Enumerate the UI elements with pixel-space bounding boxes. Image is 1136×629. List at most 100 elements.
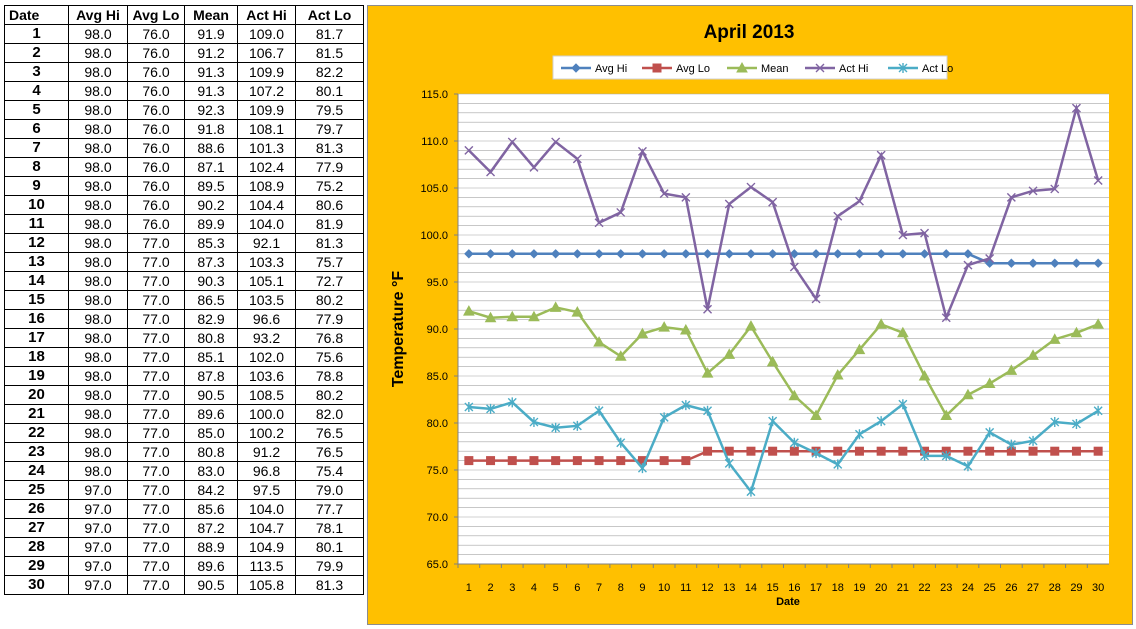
data-point-act-lo	[833, 459, 843, 470]
cell-avg-lo: 77.0	[127, 385, 185, 405]
cell-act-lo: 80.2	[295, 385, 364, 405]
cell-avg-hi: 97.0	[68, 518, 128, 538]
table-row: 18 98.0 77.0 85.1 102.0 75.6	[4, 347, 364, 367]
table-row: 13 98.0 77.0 87.3 103.3 75.7	[4, 252, 364, 272]
x-tick-label: 26	[1005, 582, 1017, 594]
table-row: 12 98.0 77.0 85.3 92.1 81.3	[4, 233, 364, 253]
legend-marker-act-lo	[898, 63, 908, 73]
data-point-avg-hi	[702, 249, 713, 259]
header-avg-lo: Avg Lo	[127, 5, 185, 25]
cell-act-hi: 108.5	[237, 385, 296, 405]
data-point-act-hi	[963, 260, 973, 270]
cell-avg-hi: 98.0	[68, 195, 128, 215]
data-point-act-lo	[1050, 417, 1060, 428]
data-point-avg-lo	[681, 456, 691, 466]
table-row: 21 98.0 77.0 89.6 100.0 82.0	[4, 404, 364, 424]
data-point-mean	[1027, 349, 1039, 360]
data-point-avg-hi	[724, 249, 734, 259]
cell-act-lo: 77.9	[295, 157, 364, 177]
cell-act-lo: 78.8	[295, 366, 364, 386]
cell-mean: 89.5	[184, 176, 238, 196]
data-point-avg-hi	[919, 249, 930, 259]
legend-label-act-hi: Act Hi	[839, 63, 868, 75]
data-point-act-hi	[985, 254, 995, 263]
table-header-row: Date Avg Hi Avg Lo Mean Act Hi Act Lo	[4, 5, 364, 25]
cell-mean: 91.3	[184, 81, 238, 101]
cell-avg-lo: 77.0	[127, 366, 185, 386]
cell-act-lo: 81.3	[295, 575, 364, 595]
data-point-mean	[831, 369, 844, 380]
cell-avg-lo: 77.0	[127, 499, 185, 519]
data-point-act-hi	[486, 167, 496, 177]
cell-act-lo: 72.7	[295, 271, 364, 291]
data-point-mean	[788, 389, 801, 401]
data-point-act-lo	[703, 405, 713, 416]
x-tick-label: 5	[553, 582, 559, 594]
table-row: 27 97.0 77.0 87.2 104.7 78.1	[4, 518, 364, 538]
x-tick-label: 12	[701, 582, 713, 594]
cell-mean: 80.8	[184, 328, 238, 348]
data-point-act-hi	[768, 197, 778, 207]
data-point-mean	[962, 388, 974, 400]
x-tick-label: 16	[788, 582, 800, 594]
cell-act-hi: 113.5	[237, 556, 296, 576]
data-point-act-lo	[898, 399, 908, 410]
data-point-act-hi	[876, 150, 886, 160]
cell-act-lo: 81.7	[295, 24, 364, 44]
table-row: 16 98.0 77.0 82.9 96.6 77.9	[4, 309, 364, 329]
table-row: 29 97.0 77.0 89.6 113.5 79.9	[4, 556, 364, 576]
table-row: 10 98.0 76.0 90.2 104.4 80.6	[4, 195, 364, 215]
chart-panel: April 2013 Avg Hi Avg Lo Mean Act Hi Act Lo …	[367, 5, 1133, 625]
cell-avg-lo: 77.0	[127, 461, 185, 481]
cell-mean: 82.9	[184, 309, 238, 329]
cell-act-hi: 104.4	[237, 195, 296, 215]
cell-date: 12	[4, 233, 69, 253]
legend-marker-act-hi	[815, 63, 825, 73]
cell-avg-hi: 98.0	[68, 347, 128, 367]
x-tick-label: 19	[853, 582, 865, 594]
data-point-avg-lo	[854, 446, 864, 456]
data-point-avg-hi	[594, 249, 604, 259]
x-tick-label: 14	[745, 582, 757, 594]
y-tick-label: 105.0	[420, 183, 448, 195]
data-point-act-hi	[941, 313, 951, 323]
table-row: 1 98.0 76.0 91.9 109.0 81.7	[4, 24, 364, 44]
cell-act-hi: 100.0	[237, 404, 296, 424]
cell-date: 25	[4, 480, 69, 500]
table-row: 17 98.0 77.0 80.8 93.2 76.8	[4, 328, 364, 348]
data-point-mean	[484, 311, 497, 323]
data-point-mean	[701, 367, 714, 378]
table-row: 4 98.0 76.0 91.3 107.2 80.1	[4, 81, 364, 101]
data-point-act-lo	[941, 450, 951, 461]
cell-mean: 85.3	[184, 233, 238, 253]
x-tick-label: 25	[984, 582, 996, 594]
cell-avg-lo: 77.0	[127, 442, 185, 462]
cell-avg-hi: 97.0	[68, 556, 128, 576]
cell-date: 28	[4, 537, 69, 557]
data-point-avg-hi	[854, 249, 865, 259]
cell-date: 2	[4, 43, 69, 63]
cell-act-hi: 105.8	[237, 575, 296, 595]
data-point-act-lo	[920, 450, 930, 461]
cell-avg-lo: 77.0	[127, 290, 185, 310]
cell-act-lo: 81.5	[295, 43, 364, 63]
y-tick-label: 80.0	[427, 418, 448, 430]
legend-entry-act-lo: Act Lo	[888, 63, 953, 75]
cell-act-hi: 93.2	[237, 328, 296, 348]
cell-act-lo: 80.1	[295, 81, 364, 101]
data-point-avg-hi	[507, 249, 517, 259]
data-point-act-lo	[659, 412, 669, 423]
data-point-act-hi	[703, 304, 713, 314]
x-tick-label: 8	[618, 582, 624, 594]
cell-date: 17	[4, 328, 69, 348]
x-tick-label: 18	[832, 582, 844, 594]
y-tick-label: 110.0	[421, 136, 448, 148]
cell-avg-lo: 77.0	[127, 556, 185, 576]
table-row: 9 98.0 76.0 89.5 108.9 75.2	[4, 176, 364, 196]
data-point-mean	[463, 305, 475, 316]
cell-avg-hi: 98.0	[68, 157, 128, 177]
table-row: 20 98.0 77.0 90.5 108.5 80.2	[4, 385, 364, 405]
cell-mean: 85.0	[184, 423, 238, 443]
data-point-avg-lo	[594, 456, 604, 466]
data-point-avg-lo	[464, 456, 474, 466]
